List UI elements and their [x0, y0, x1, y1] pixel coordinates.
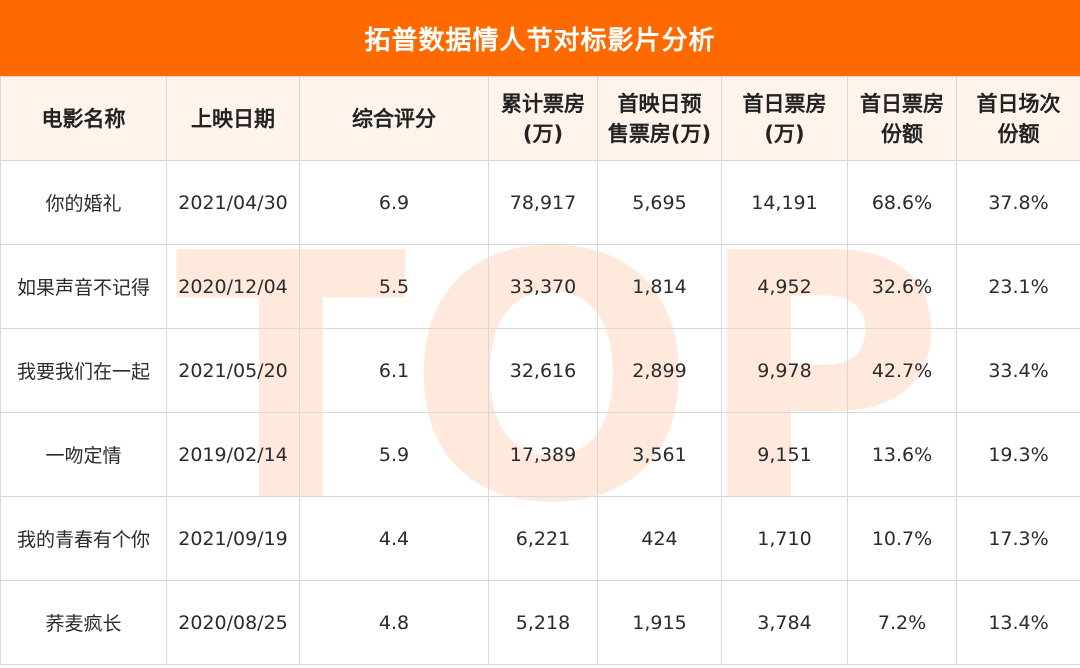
- table-cell: 5,695: [597, 160, 722, 245]
- column-header: 电影名称: [0, 76, 167, 161]
- table-cell: 我要我们在一起: [0, 328, 167, 413]
- column-header: 首日场次 份额: [956, 76, 1080, 161]
- table-cell: 2020/08/25: [166, 580, 300, 665]
- table-cell: 4,952: [721, 244, 848, 329]
- table-cell: 3,561: [597, 412, 722, 497]
- table-cell: 17,389: [488, 412, 598, 497]
- table-cell: 33.4%: [956, 328, 1080, 413]
- table-cell: 荞麦疯长: [0, 580, 167, 665]
- column-header-line: 上映日期: [191, 106, 275, 131]
- table-cell: 13.6%: [847, 412, 957, 497]
- table-cell: 7.2%: [847, 580, 957, 665]
- table-cell: 78,917: [488, 160, 598, 245]
- table-cell: 42.7%: [847, 328, 957, 413]
- table-row: 我要我们在一起 2021/05/20 6.1 32,616 2,899 9,978 42.7…: [0, 328, 1080, 413]
- column-header: 上映日期: [166, 76, 300, 161]
- table-cell: 5.5: [299, 244, 489, 329]
- table-cell: 33,370: [488, 244, 598, 329]
- table-cell: 13.4%: [956, 580, 1080, 665]
- table-cell: 14,191: [721, 160, 848, 245]
- column-header-line: 份额: [997, 121, 1040, 146]
- table-cell: 一吻定情: [0, 412, 167, 497]
- column-header-line: 综合评分: [352, 106, 436, 131]
- column-header-line: 首日票房: [860, 91, 944, 116]
- table-cell: 10.7%: [847, 496, 957, 581]
- table-cell: 32,616: [488, 328, 598, 413]
- table-body: 你的婚礼 2021/04/30 6.9 78,917 5,695 14,191 68.6% 3…: [0, 160, 1080, 665]
- table-header-row: 电影名称 上映日期 综合评分 累计票房 (万) 首映日预 售票房(万) 首日票房 (万) 首日票房…: [0, 76, 1080, 161]
- table-cell: 2020/12/04: [166, 244, 300, 329]
- film-comparison-table: 电影名称 上映日期 综合评分 累计票房 (万) 首映日预 售票房(万) 首日票房 (万) 首日票房…: [0, 76, 1080, 665]
- column-header-line: 售票房(万): [607, 121, 712, 146]
- table-row: 如果声音不记得 2020/12/04 5.5 33,370 1,814 4,952 32.6…: [0, 244, 1080, 329]
- table-cell: 23.1%: [956, 244, 1080, 329]
- table-cell: 4.4: [299, 496, 489, 581]
- column-header-line: 累计票房: [501, 91, 585, 116]
- column-header: 首映日预售票房(万): [597, 76, 722, 161]
- table-cell: 1,814: [597, 244, 722, 329]
- column-header-line: 首日场次: [976, 91, 1061, 116]
- table-cell: 37.8%: [956, 160, 1080, 245]
- column-header-line: 首日票房: [742, 91, 827, 116]
- table-cell: 2021/04/30: [166, 160, 300, 245]
- table-cell: 6,221: [488, 496, 598, 581]
- table-cell: 2019/02/14: [166, 412, 300, 497]
- table-cell: 68.6%: [847, 160, 957, 245]
- table-cell: 你的婚礼: [0, 160, 167, 245]
- table-row: 我的青春有个你 2021/09/19 4.4 6,221 424 1,710 10.7% 17…: [0, 496, 1080, 581]
- column-header-line: (万): [522, 121, 564, 146]
- table-cell: 5.9: [299, 412, 489, 497]
- table-cell: 17.3%: [956, 496, 1080, 581]
- page-title: 拓普数据情人节对标影片分析: [0, 0, 1080, 76]
- column-header: 首日票房 份额: [847, 76, 957, 161]
- column-header: 综合评分: [299, 76, 489, 161]
- column-header-line: 首映日预: [617, 91, 702, 116]
- table-row: 荞麦疯长 2020/08/25 4.8 5,218 1,915 3,784 7.2% 13.4…: [0, 580, 1080, 665]
- table-cell: 9,978: [721, 328, 848, 413]
- table-cell: 2021/05/20: [166, 328, 300, 413]
- table-cell: 1,915: [597, 580, 722, 665]
- table-cell: 9,151: [721, 412, 848, 497]
- table-cell: 19.3%: [956, 412, 1080, 497]
- table-cell: 6.1: [299, 328, 489, 413]
- table-cell: 如果声音不记得: [0, 244, 167, 329]
- column-header-line: (万): [764, 121, 805, 146]
- column-header-line: 电影名称: [41, 106, 126, 131]
- column-header: 累计票房 (万): [488, 76, 598, 161]
- table-row: 一吻定情 2019/02/14 5.9 17,389 3,561 9,151 13.6% 19…: [0, 412, 1080, 497]
- table-cell: 5,218: [488, 580, 598, 665]
- table-cell: 2021/09/19: [166, 496, 300, 581]
- table-cell: 32.6%: [847, 244, 957, 329]
- table-cell: 1,710: [721, 496, 848, 581]
- column-header: 首日票房 (万): [721, 76, 848, 161]
- table-cell: 4.8: [299, 580, 489, 665]
- table-cell: 2,899: [597, 328, 722, 413]
- column-header-line: 份额: [881, 121, 923, 146]
- table-cell: 424: [597, 496, 722, 581]
- table-cell: 6.9: [299, 160, 489, 245]
- table-cell: 3,784: [721, 580, 848, 665]
- table-cell: 我的青春有个你: [0, 496, 167, 581]
- table-row: 你的婚礼 2021/04/30 6.9 78,917 5,695 14,191 68.6% 3…: [0, 160, 1080, 245]
